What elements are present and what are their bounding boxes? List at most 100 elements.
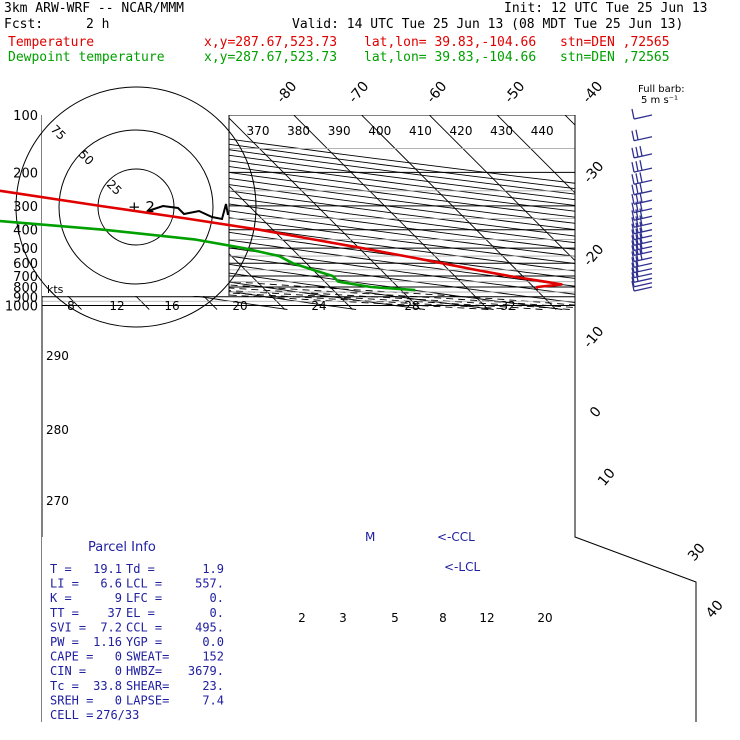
- moist-adiabat: [42, 171, 543, 310]
- isotherm: [0, 106, 14, 309]
- parcel-info-cell: HWBZ=: [126, 664, 162, 678]
- dry-adiabat: [42, 115, 288, 310]
- parcel-info-cell: 19.1: [93, 562, 122, 576]
- dewpoint-trace: [0, 219, 416, 292]
- right-boundary: [574, 115, 697, 722]
- parcel-info-cell: Tc =: [50, 679, 79, 693]
- hodograph-units: kts: [47, 283, 64, 296]
- mixing-ratio-label: 8: [439, 611, 447, 625]
- parcel-info-cell: SREH =: [50, 693, 93, 707]
- mixing-ratio-label: 32: [500, 299, 515, 313]
- mixing-ratio-label: 8: [67, 299, 75, 313]
- isotherm-label: -50: [501, 79, 528, 107]
- parcel-info-background: [42, 537, 232, 722]
- pressure-label: 400: [13, 224, 38, 239]
- temperature-stn: stn=DEN ,72565: [560, 35, 670, 50]
- isotherm-label: 10: [595, 465, 619, 489]
- wind-barb: [631, 227, 653, 241]
- theta-e-label: 440: [531, 124, 554, 138]
- isotherm-label: 0: [587, 404, 605, 421]
- theta-e-label: 370: [247, 124, 270, 138]
- wind-barb: [631, 192, 653, 205]
- theta-label: 290: [46, 349, 69, 363]
- isotherm-label: -60: [423, 79, 450, 107]
- isotherm-label: 30: [685, 540, 709, 564]
- fcst-label: Fcst:: [4, 17, 44, 32]
- dewpoint-stn: stn=DEN ,72565: [560, 50, 670, 65]
- dry-adiabat: [42, 115, 696, 310]
- parcel-info-cell: 0.: [210, 591, 224, 605]
- parcel-info-cell: K =: [50, 591, 72, 605]
- temperature-trace: [0, 189, 563, 290]
- dry-adiabat: [42, 115, 696, 310]
- dewpoint-legend: Dewpoint temperature: [8, 50, 165, 65]
- parcel-info-cell: 6.6: [100, 577, 122, 591]
- wind-barb: [631, 129, 653, 142]
- valid-time: Valid: 14 UTC Tue 25 Jun 13 (08 MDT Tue …: [292, 17, 684, 32]
- isotherm-label: -80: [273, 79, 300, 107]
- temperature-legend: Temperature: [8, 35, 95, 50]
- parcel-info-cell: LFC =: [126, 591, 162, 605]
- parcel-info-cell: LCL =: [126, 577, 162, 591]
- parcel-info-cell: 152: [202, 650, 224, 664]
- parcel-info-cell: 0: [115, 650, 122, 664]
- pressure-label: 600: [13, 257, 38, 272]
- wind-barb: [631, 145, 653, 159]
- parcel-info-cell: LAPSE=: [126, 693, 169, 707]
- dewpoint-xy: x,y=287.67,523.73: [204, 50, 338, 65]
- wind-barb: [631, 182, 653, 196]
- parcel-info-cell: SVI =: [50, 620, 86, 634]
- theta-e-label: 430: [490, 124, 513, 138]
- pressure-label: 1000: [5, 300, 38, 315]
- parcel-info-cell: 276/33: [96, 708, 139, 722]
- isotherm-label: -10: [580, 324, 607, 352]
- mixing-ratio-label: 16: [164, 299, 179, 313]
- parcel-info-cell: 9: [115, 591, 122, 605]
- parcel-info-cell: 495.: [195, 620, 224, 634]
- temperature-xy: x,y=287.67,523.73: [204, 35, 338, 50]
- pressure-label: 500: [13, 242, 38, 257]
- parcel-info-cell: 7.4: [202, 693, 224, 707]
- parcel-info-cell: 1.16: [93, 635, 122, 649]
- parcel-info-cell: SWEAT=: [126, 650, 169, 664]
- parcel-info-cell: 0.: [210, 606, 224, 620]
- isotherm-label: -70: [345, 79, 372, 107]
- theta-label: 270: [46, 494, 69, 508]
- theta-e-label: 400: [368, 124, 391, 138]
- parcel-info-cell: 557.: [195, 577, 224, 591]
- barb-legend-value: 5 m s⁻¹: [641, 95, 678, 106]
- isotherm-label: -40: [579, 79, 606, 107]
- moist-adiabat: [42, 171, 516, 310]
- parcel-info-cell: 33.8: [93, 679, 122, 693]
- fcst-value: 2 h: [86, 17, 110, 32]
- dry-adiabat: [42, 115, 696, 310]
- barb-legend-title: Full barb:: [638, 84, 685, 95]
- parcel-info-title: Parcel Info: [88, 540, 156, 555]
- theta-e-label: 380: [287, 124, 310, 138]
- init-time: Init: 12 UTC Tue 25 Jun 13: [504, 1, 708, 16]
- dry-adiabat: [42, 115, 357, 310]
- mixing-ratio-label: 12: [109, 299, 124, 313]
- mixing-ratio-label: 5: [391, 611, 399, 625]
- parcel-info-cell: 23.: [202, 679, 224, 693]
- ccl-marker: <-CCL: [437, 530, 475, 544]
- hodograph-trace: [147, 203, 229, 221]
- hodograph-background: [42, 115, 229, 296]
- dry-adiabat: [42, 115, 696, 310]
- parcel-info-cell: Td =: [126, 562, 155, 576]
- dry-adiabat: [42, 115, 696, 310]
- parcel-info-cell: CAPE =: [50, 650, 93, 664]
- moist-adiabat: [42, 171, 570, 310]
- dewpoint-latlon: lat,lon= 39.83,-104.66: [364, 50, 537, 65]
- isotherm-label: 40: [703, 597, 727, 621]
- pressure-label: 800: [13, 281, 38, 296]
- mixing-ratio-label: 2: [298, 611, 306, 625]
- parcel-info-cell: PW =: [50, 635, 79, 649]
- parcel-info-cell: 0: [115, 664, 122, 678]
- hodograph-ring: [58, 129, 214, 285]
- m-marker: M: [365, 530, 375, 544]
- mixing-ratio-label: 20: [232, 299, 247, 313]
- pressure-label: 200: [13, 166, 38, 181]
- wind-barb: [631, 208, 653, 221]
- parcel-info-cell: TT =: [50, 606, 79, 620]
